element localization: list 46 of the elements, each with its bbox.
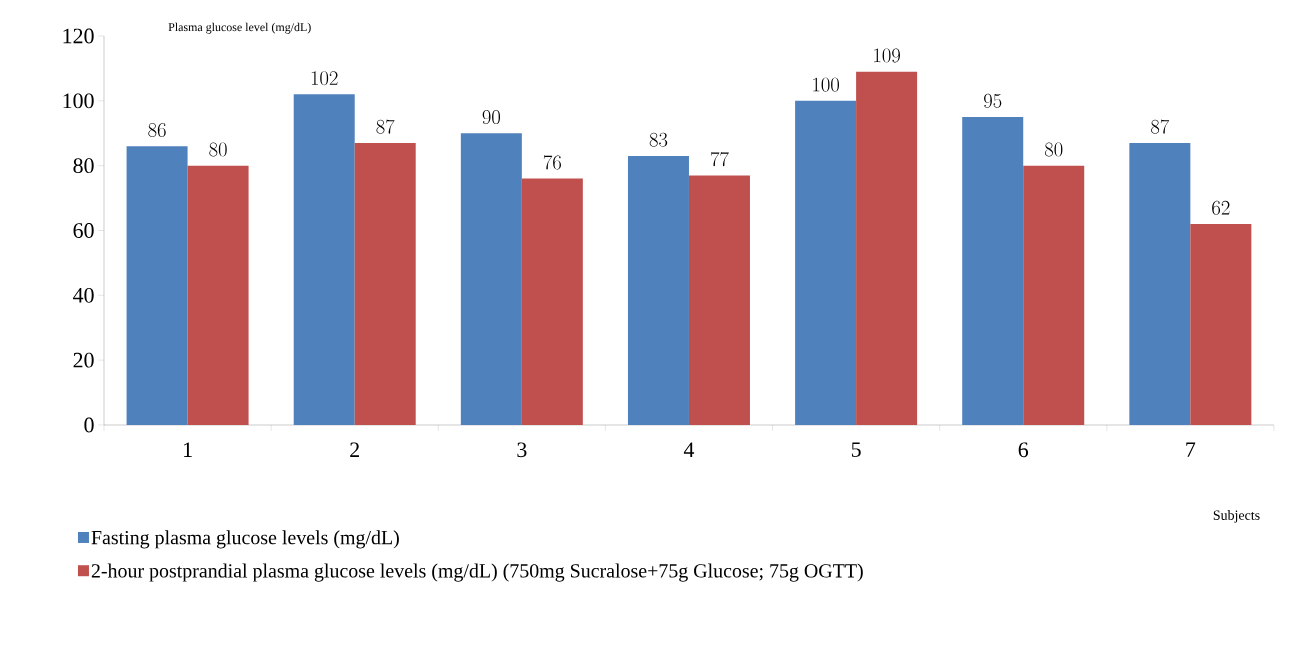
y-tick-label: 0 [84,417,94,433]
y-tick-label: 80 [73,158,94,174]
bar [460,133,522,425]
data-label: 77 [710,151,729,167]
data-label: 102 [311,71,338,86]
bar [293,94,355,425]
data-label: 100 [813,77,839,92]
data-label: 86 [148,123,166,138]
bar [856,71,918,425]
data-label: 83 [649,132,668,147]
bar [1023,165,1085,425]
bar [627,155,689,425]
data-label: 87 [1151,119,1170,134]
bar [1129,142,1191,425]
data-label: 87 [376,119,395,134]
bar [521,178,583,425]
y-axis-title: Plasma glucose level (mg/dL) [168,22,311,34]
data-label: 90 [482,110,500,125]
data-label: 80 [209,142,227,157]
x-tick-label: 6 [1018,442,1029,458]
bar [187,165,249,425]
y-tick-label: 60 [73,223,94,238]
y-tick-label: 120 [63,28,94,44]
data-label: 62 [1212,200,1230,215]
data-label: 109 [874,48,900,63]
x-tick-label: 7 [1186,442,1196,457]
bar [688,175,750,425]
x-tick-label: 1 [184,442,192,457]
data-label: 80 [1044,142,1063,157]
x-tick-label: 3 [517,442,527,458]
legend-label: 2-hour postprandial plasma glucose levels (mg/dL) (750mg Sucralose+75g Glucose; 75g OGTT) [91,563,863,582]
data-label: 76 [543,155,561,170]
legend-label: Fasting plasma glucose levels (mg/dL) [91,530,399,549]
x-tick-label: 5 [851,442,861,458]
data-label: 95 [984,93,1002,108]
x-axis-title: Subjects [1213,510,1260,523]
y-tick-label: 40 [73,287,94,303]
bar [795,100,857,425]
x-tick-label: 2 [350,442,359,457]
bar [962,117,1024,425]
bar [1190,224,1252,425]
bar [126,146,188,425]
x-tick-label: 4 [683,442,695,457]
y-tick-label: 20 [73,352,94,368]
y-tick-label: 100 [63,93,94,109]
bar [354,142,416,425]
